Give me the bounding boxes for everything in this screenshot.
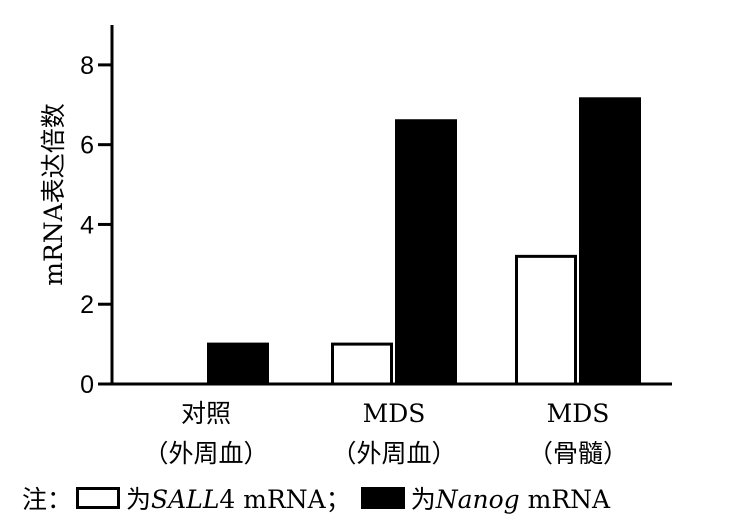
category-sublabel: （骨髓） [528,439,628,468]
bar-sall4 [331,342,393,386]
legend: 注： 为SALL4 mRNA； 为Nanog mRNA [22,478,610,518]
legend-note-prefix: 注： [22,485,73,514]
y-tick-label: 2 [80,291,94,319]
bars [207,97,641,386]
category-sublabel: （外周血） [143,439,268,468]
y-tick-label: 8 [80,52,94,80]
y-tick-label: 6 [80,132,94,160]
bar-nanog [207,342,269,386]
legend-swatch-nanog [360,487,405,509]
axes: 0 2 4 6 8 mRNA表达倍数 [39,25,672,399]
bar-chart: 0 2 4 6 8 mRNA表达倍数 对照 （外周血） MDS （外周血） MDS （骨髓） [39,25,672,468]
y-tick-label: 0 [80,371,94,399]
bar-nanog [395,119,457,386]
category-sublabel: （外周血） [331,439,456,468]
category-label: 对照 [181,399,231,428]
bar-nanog [579,97,641,386]
y-tick-label: 4 [80,211,94,239]
category-label: MDS [547,399,610,428]
bar-sall4 [515,254,577,386]
category-labels: 对照 （外周血） MDS （外周血） MDS （骨髓） [143,399,628,468]
y-axis-label: mRNA表达倍数 [39,103,68,285]
category-label: MDS [363,399,426,428]
legend-label-nanog: 为Nanog mRNA [410,485,611,514]
legend-swatch-sall4 [76,487,121,509]
legend-label-sall4: 为SALL4 mRNA； [126,485,351,514]
